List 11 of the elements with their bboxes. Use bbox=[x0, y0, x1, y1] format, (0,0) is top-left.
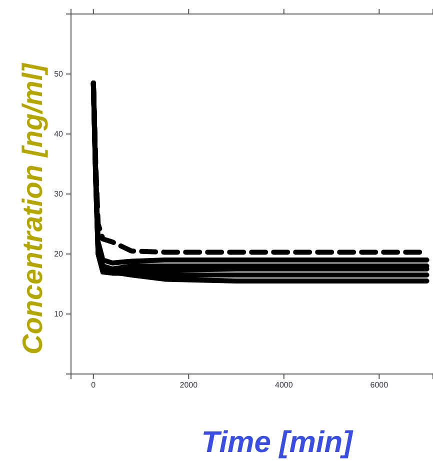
x-tick-label: 4000 bbox=[275, 380, 294, 390]
y-tick-label: 20 bbox=[54, 250, 64, 259]
y-tick-label: 30 bbox=[54, 190, 64, 199]
y-tick-label: 10 bbox=[54, 310, 64, 319]
x-axis-title: Time [min] bbox=[201, 426, 354, 459]
x-tick-label: 6000 bbox=[370, 380, 389, 390]
y-axis-title: Concentration [ng/ml] bbox=[17, 62, 48, 354]
y-tick-label: 40 bbox=[54, 130, 64, 139]
x-tick-label: 2000 bbox=[180, 380, 198, 390]
y-tick-label: 50 bbox=[54, 70, 64, 79]
x-tick-label: 0 bbox=[91, 380, 96, 390]
